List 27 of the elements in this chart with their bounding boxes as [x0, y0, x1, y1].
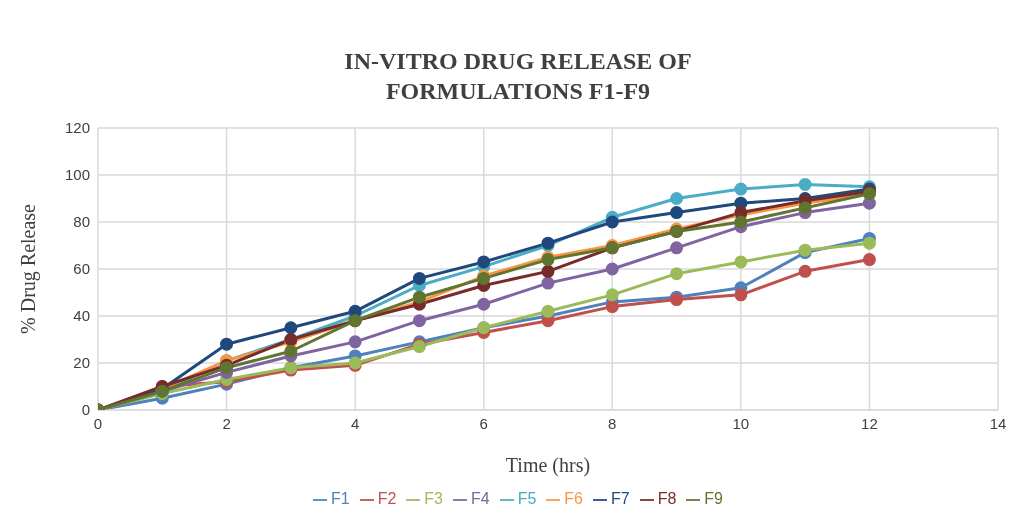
x-tick-label: 2: [222, 414, 231, 432]
legend-label: F1: [330, 490, 350, 507]
legend-label: F6: [564, 490, 583, 507]
y-tick-label: 60: [73, 260, 90, 278]
y-tick-label: 80: [73, 213, 90, 231]
legend-label: F8: [657, 490, 677, 507]
y-tick-label: 120: [64, 119, 90, 137]
legend-label: F4: [470, 490, 490, 507]
x-axis-title: Time (hrs): [505, 454, 591, 477]
legend-label: F9: [704, 490, 724, 507]
legend-label: F3: [424, 490, 443, 507]
x-tick-label: 6: [479, 414, 488, 432]
legend-label: F5: [517, 490, 537, 507]
x-tick-label: 8: [608, 414, 617, 432]
y-tick-label: 20: [73, 354, 90, 372]
y-axis-title: % Drug Release: [17, 203, 41, 334]
x-tick-label: 4: [350, 414, 360, 432]
legend-label: F2: [377, 490, 397, 507]
x-tick-label: 0: [93, 414, 103, 432]
legend-label: F7: [611, 490, 630, 507]
y-tick-label: 0: [81, 401, 90, 419]
y-tick-label: 100: [64, 166, 90, 184]
x-tick-label: 14: [989, 414, 1007, 432]
chart-title: IN-VITRO DRUG RELEASE OF FORMULATIONS F1-F9: [343, 47, 693, 106]
x-tick-label: 10: [732, 414, 750, 432]
y-tick-label: 40: [73, 307, 90, 325]
x-tick-label: 12: [861, 414, 878, 432]
